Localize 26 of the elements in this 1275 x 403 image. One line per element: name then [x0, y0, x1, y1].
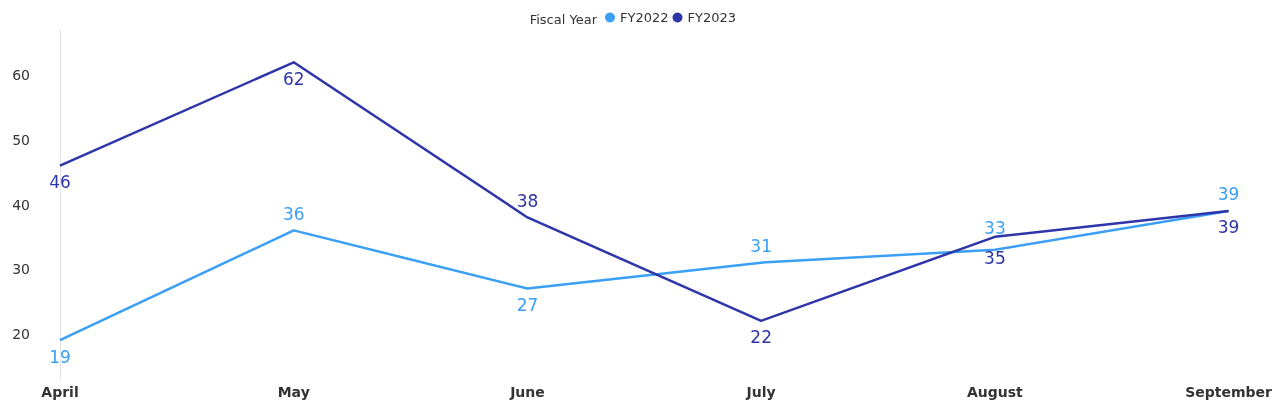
- data-label: 19: [49, 346, 71, 367]
- legend-label: FY2022: [620, 10, 669, 25]
- data-label: 22: [750, 327, 772, 348]
- x-tick-label: September: [1185, 384, 1273, 400]
- x-tick-label: August: [966, 384, 1024, 400]
- y-tick-label: 30: [12, 261, 30, 278]
- data-label: 35: [984, 248, 1006, 269]
- data-label: 38: [516, 190, 539, 211]
- x-tick-label: May: [277, 384, 310, 400]
- data-label: 31: [750, 236, 772, 257]
- y-tick-label: 20: [12, 325, 30, 342]
- data-label: 33: [984, 218, 1006, 239]
- y-tick-label: 40: [12, 196, 30, 213]
- x-tick-label: June: [509, 384, 545, 400]
- data-label: 36: [282, 203, 305, 224]
- y-tick-label: 60: [12, 67, 30, 84]
- y-tick-label: 50: [12, 131, 30, 148]
- legend-label: FY2023: [687, 10, 737, 25]
- data-label: 46: [49, 172, 71, 193]
- data-label: 39: [1217, 217, 1240, 238]
- data-label: 62: [282, 68, 305, 89]
- data-label: 27: [516, 295, 539, 316]
- x-tick-label: April: [41, 384, 79, 400]
- data-label: 39: [1217, 184, 1240, 205]
- legend-title: Fiscal Year: [529, 12, 598, 27]
- x-tick-label: July: [745, 384, 776, 400]
